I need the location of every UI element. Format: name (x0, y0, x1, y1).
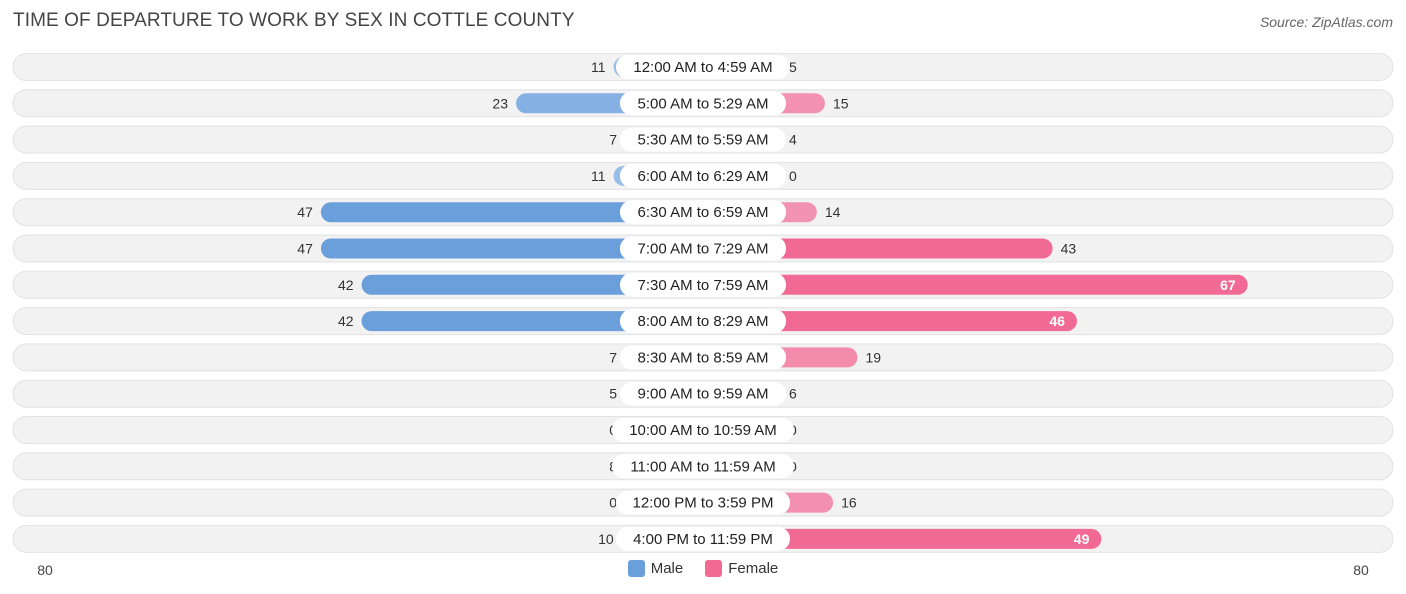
category-label: 4:00 PM to 11:59 PM (633, 531, 773, 548)
male-value-label: 7 (609, 132, 617, 148)
category-label: 6:30 AM to 6:59 AM (638, 204, 769, 221)
female-bar[interactable] (703, 528, 1102, 549)
female-value-label: 14 (825, 204, 841, 220)
female-value-label: 5 (789, 59, 797, 75)
category-label-background (615, 526, 791, 551)
legend-swatch-male (627, 560, 645, 577)
category-label-background (612, 418, 794, 442)
category-label: 11:00 AM to 11:59 AM (630, 458, 775, 475)
male-bar[interactable] (320, 238, 703, 259)
axis-label-right: 80 (1353, 562, 1369, 578)
male-value-label: 10 (598, 531, 614, 547)
category-label: 9:00 AM to 9:59 AM (638, 386, 769, 403)
category-label: 6:00 AM to 6:29 AM (638, 168, 769, 185)
legend-label-female: Female (728, 560, 779, 577)
female-value-label: 16 (841, 495, 857, 511)
category-label-background (619, 163, 787, 188)
legend-item-male[interactable]: Male (627, 560, 684, 577)
category-label-background (619, 91, 787, 116)
female-value-label: 67 (1220, 277, 1236, 293)
male-value-label: 0 (609, 495, 617, 511)
female-value-label: 6 (789, 386, 797, 402)
category-label: 7:00 AM to 7:29 AM (638, 241, 769, 258)
male-value-label: 11 (591, 168, 606, 184)
source-note: Source: ZipAtlas.com (1259, 14, 1393, 30)
female-value-label: 4 (789, 132, 797, 148)
category-label-background (615, 490, 791, 515)
male-value-label: 23 (492, 95, 508, 111)
male-bar[interactable] (361, 311, 703, 332)
female-value-label: 19 (865, 349, 881, 365)
male-value-label: 47 (297, 204, 313, 220)
female-bar[interactable] (703, 238, 1053, 259)
category-label: 8:30 AM to 8:59 AM (638, 349, 769, 366)
male-bar[interactable] (320, 202, 703, 223)
female-value-label: 0 (789, 168, 797, 184)
category-label-background (612, 454, 794, 479)
male-value-label: 42 (338, 277, 354, 293)
category-label: 12:00 PM to 3:59 PM (633, 495, 774, 512)
male-value-label: 5 (609, 386, 617, 402)
female-bar[interactable] (703, 311, 1077, 332)
category-label: 7:30 AM to 7:59 AM (638, 277, 769, 294)
category-label-background (619, 309, 787, 334)
category-label-background (619, 345, 787, 370)
legend: Male Female (0, 560, 1406, 577)
female-bar[interactable] (703, 274, 1248, 295)
male-value-label: 7 (609, 349, 617, 365)
category-label: 5:30 AM to 5:59 AM (638, 132, 769, 149)
female-value-label: 49 (1074, 531, 1090, 547)
category-label-background (619, 381, 787, 406)
legend-item-female[interactable]: Female (705, 560, 778, 577)
female-value-label: 46 (1049, 313, 1065, 329)
category-label: 5:00 AM to 5:29 AM (638, 95, 769, 112)
male-value-label: 11 (591, 59, 606, 75)
axis-label-left: 80 (37, 562, 53, 578)
category-label-background (615, 55, 791, 79)
category-label: 12:00 AM to 4:59 AM (633, 59, 772, 76)
category-label: 8:00 AM to 8:29 AM (638, 313, 769, 330)
legend-swatch-female (705, 560, 723, 577)
female-value-label: 43 (1061, 241, 1077, 257)
category-label-background (619, 272, 787, 297)
female-value-label: 15 (833, 95, 849, 111)
legend-label-male: Male (650, 560, 684, 577)
category-label-background (619, 127, 787, 152)
male-value-label: 47 (297, 241, 313, 257)
category-label-background (619, 236, 787, 261)
chart-title: TIME OF DEPARTURE TO WORK BY SEX IN COTT… (13, 10, 575, 31)
male-bar[interactable] (361, 274, 703, 295)
category-label-background (619, 200, 787, 225)
category-label: 10:00 AM to 10:59 AM (629, 422, 777, 439)
male-value-label: 42 (338, 313, 354, 329)
